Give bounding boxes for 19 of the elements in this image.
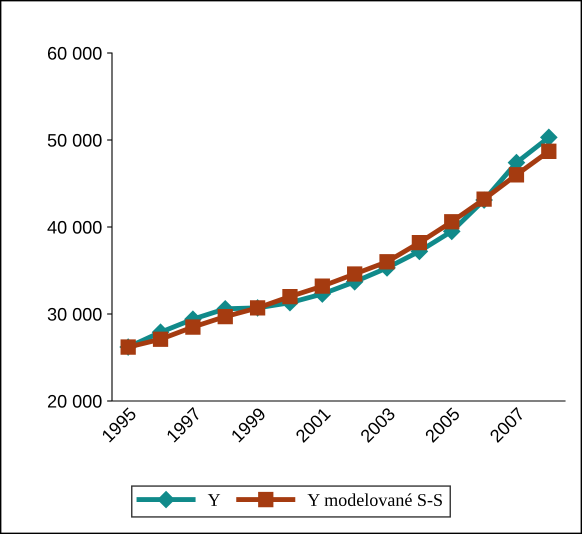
point <box>444 214 460 230</box>
point <box>152 332 168 347</box>
point <box>347 266 362 282</box>
point <box>314 278 330 294</box>
point <box>508 167 524 182</box>
point <box>540 128 558 146</box>
point <box>185 319 201 335</box>
y-tick-label: 30 000 <box>48 308 102 321</box>
y-tick-label: 20 000 <box>48 394 102 408</box>
y-tick-label: 50 000 <box>48 134 102 147</box>
point <box>412 235 428 250</box>
point <box>379 254 395 270</box>
y-tick-label: 60 000 <box>48 46 102 60</box>
point <box>282 288 298 304</box>
point <box>541 144 556 159</box>
y-tick-label: 40 000 <box>47 220 102 234</box>
legend-label: Y modelované S-S <box>308 493 442 506</box>
point <box>218 308 233 324</box>
legend-label: Y <box>208 494 220 506</box>
